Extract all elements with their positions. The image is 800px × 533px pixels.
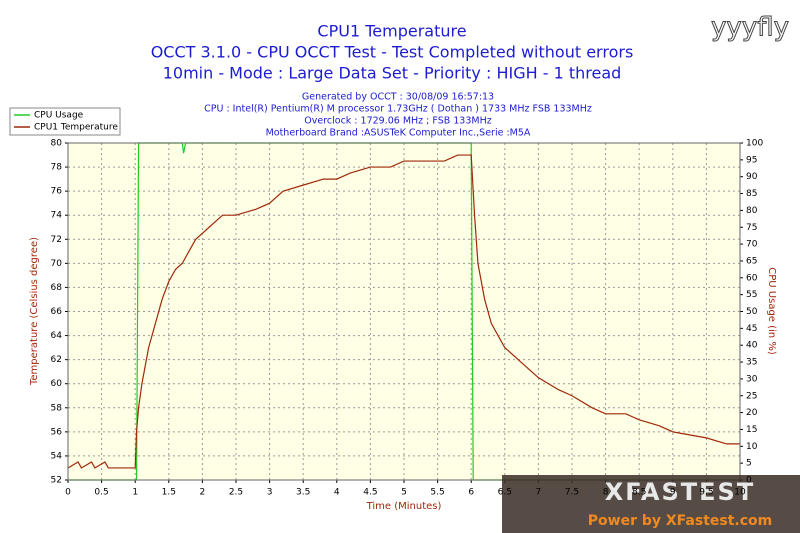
y-axis-label: Temperature (Celsius degree): [29, 237, 40, 386]
series-line: [68, 142, 740, 481]
x-tick-label: 3.5: [296, 488, 310, 498]
y2-tick-label: 95: [746, 155, 757, 165]
x-tick-label: 6: [468, 488, 474, 498]
y-tick-label: 58: [51, 403, 63, 413]
y-tick-label: 76: [51, 187, 63, 197]
x-tick-label: 1.5: [162, 488, 176, 498]
x-tick-label: 0.5: [94, 488, 108, 498]
legend-label: CPU Usage: [34, 111, 84, 121]
y2-tick-label: 90: [746, 172, 758, 182]
watermark: yyyfly: [711, 13, 789, 43]
x-axis-label: Time (Minutes): [366, 501, 442, 512]
y-tick-label: 74: [51, 211, 63, 221]
x-tick-label: 2.5: [229, 488, 243, 498]
y2-tick-label: 15: [746, 425, 757, 435]
y-tick-label: 70: [51, 259, 63, 269]
y-tick-label: 64: [51, 331, 63, 341]
y-tick-label: 78: [51, 163, 63, 173]
y-tick-label: 66: [51, 307, 63, 317]
legend-label: CPU1 Temperature: [34, 123, 118, 133]
x-tick-label: 10: [734, 488, 746, 498]
chart-title: CPU1 Temperature: [317, 22, 466, 41]
x-tick-label: 4.5: [363, 488, 377, 498]
series-line: [67, 154, 740, 469]
x-tick-label: 4: [334, 488, 340, 498]
y2-tick-label: 70: [746, 240, 758, 250]
x-tick-label: 7.5: [565, 488, 579, 498]
x-tick-label: 3: [267, 488, 273, 498]
y-tick-label: 52: [51, 476, 62, 486]
y2-tick-label: 100: [746, 139, 763, 149]
x-tick-label: 7: [536, 488, 542, 498]
y-tick-label: 80: [51, 139, 63, 149]
y2-tick-label: 20: [746, 408, 758, 418]
y2-tick-label: 10: [746, 442, 758, 452]
plot-frame: [67, 142, 741, 481]
y-tick-label: 68: [51, 283, 63, 293]
info-line: CPU : Intel(R) Pentium(R) M processor 1.…: [204, 104, 592, 115]
info-line: Overclock : 1729.06 MHz ; FSB 133MHz: [304, 116, 491, 127]
x-tick-label: 8: [603, 488, 609, 498]
y-tick-label: 60: [51, 379, 63, 389]
y2-tick-label: 85: [746, 189, 757, 199]
x-tick-label: 6.5: [498, 488, 512, 498]
y-tick-label: 62: [51, 355, 62, 365]
watermark: XFASTEST: [605, 478, 755, 506]
y2-tick-label: 5: [746, 459, 752, 469]
lines: [67, 142, 740, 481]
y2-tick-label: 75: [746, 223, 757, 233]
y2-tick-label: 35: [746, 358, 757, 368]
y-tick-label: 72: [51, 235, 62, 245]
y2-tick-label: 65: [746, 256, 757, 266]
x-tick-label: 8.5: [632, 488, 646, 498]
grid: [65, 142, 743, 483]
y2-tick-label: 40: [746, 341, 758, 351]
legend: [9, 107, 121, 136]
info-line: Motherboard Brand :ASUSTeK Computer Inc.…: [266, 128, 531, 139]
y2-tick-label: 55: [746, 290, 757, 300]
y-tick-label: 56: [51, 427, 63, 437]
x-tick-label: 9: [670, 488, 676, 498]
y2-tick-label: 0: [746, 476, 752, 486]
y2-axis-label: CPU Usage (in %): [766, 267, 777, 355]
y2-tick-label: 30: [746, 374, 758, 384]
y2-tick-label: 50: [746, 307, 758, 317]
x-tick-label: 0: [65, 488, 71, 498]
legend-items: CPU Usage CPU1 Temperature: [14, 111, 118, 133]
x-tick-label: 2: [200, 488, 206, 498]
x-tick-label: 9.5: [699, 488, 713, 498]
x-tick-label: 1: [132, 488, 138, 498]
chart-subtitle: OCCT 3.1.0 - CPU OCCT Test - Test Comple…: [151, 43, 634, 62]
x-tick-label: 5.5: [430, 488, 444, 498]
y2-tick-label: 60: [746, 273, 758, 283]
y2-tick-label: 45: [746, 324, 757, 334]
info-line: Generated by OCCT : 30/08/09 16:57:13: [302, 92, 494, 103]
y2-tick-label: 25: [746, 391, 757, 401]
x-tick-label: 5: [401, 488, 407, 498]
chart-subtitle: 10min - Mode : Large Data Set - Priority…: [163, 64, 622, 83]
y2-tick-label: 80: [746, 206, 758, 216]
watermark: Power by XFastest.com: [588, 513, 772, 529]
watermark-box: [502, 475, 800, 533]
y-tick-label: 54: [51, 451, 63, 461]
